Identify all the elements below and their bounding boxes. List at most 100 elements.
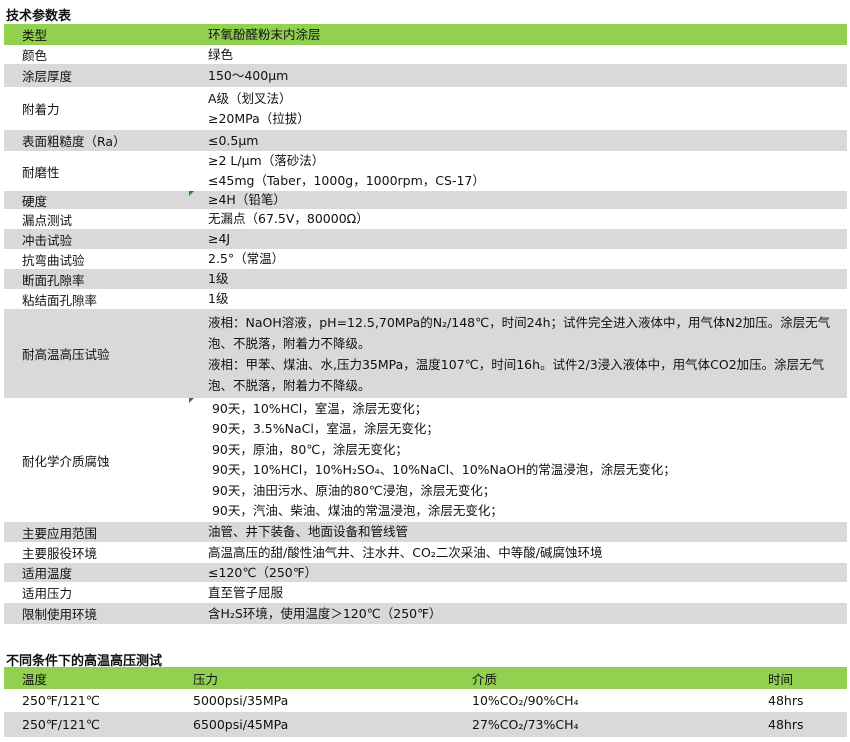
param-label: 附着力 xyxy=(22,102,60,117)
table-header-row: 温度 压力 介质 时间 xyxy=(4,667,847,689)
param-value: 150～400μm xyxy=(208,66,843,86)
param-value-line: ≥2 L/μm（落砂法） xyxy=(208,153,325,168)
param-row: 限制使用环境 含H₂S环境，使用温度＞120℃（250℉） xyxy=(4,603,847,624)
cell: 10%CO₂/90%CH₄ xyxy=(472,693,579,708)
cell: 温度 xyxy=(22,671,48,687)
param-row: 适用压力 直至管子屈服 xyxy=(4,582,847,603)
cell: 27%CO₂/73%CH₄ xyxy=(472,717,579,732)
param-row: 主要应用范围 油管、井下装备、地面设备和管线管 xyxy=(4,522,847,542)
param-value: ≥2 L/μm（落砂法） ≤45mg（Taber，1000g，1000rpm，CS… xyxy=(208,151,843,191)
param-label: 类型 xyxy=(22,28,48,43)
param-label: 漏点测试 xyxy=(22,212,73,228)
param-row: 断面孔隙率 1级 xyxy=(4,269,847,289)
param-value-line: ≥20MPa（拉拔） xyxy=(208,110,310,126)
param-value-line: 无漏点（67.5V，80000Ω） xyxy=(208,211,369,226)
param-value: 1级 xyxy=(208,289,843,309)
cell: 5000psi/35MPa xyxy=(193,693,289,708)
cell: 48hrs xyxy=(768,717,804,732)
param-label: 颜色 xyxy=(22,48,48,63)
param-label: 粘结面孔隙率 xyxy=(22,292,98,308)
param-label: 限制使用环境 xyxy=(22,607,98,622)
param-value: 直至管子屈服 xyxy=(208,583,843,603)
param-value: 含H₂S环境，使用温度＞120℃（250℉） xyxy=(208,604,843,624)
param-value-line: 1级 xyxy=(208,291,229,306)
param-value-line: 环氧酚醛粉末内涂层 xyxy=(208,26,321,42)
cell: 介质 xyxy=(472,671,498,687)
param-value-line: 90天，油田污水、原油的80℃浸泡，涂层无变化； xyxy=(208,482,496,498)
param-value-line: 90天，原油，80℃，涂层无变化； xyxy=(208,441,408,457)
param-value-line: 90天，10%HCl，室温，涂层无变化； xyxy=(208,400,428,416)
param-value: 无漏点（67.5V，80000Ω） xyxy=(208,209,843,229)
param-row: 冲击试验 ≥4J xyxy=(4,229,847,249)
param-value-line: ≥4J xyxy=(208,231,231,246)
cell: 250℉/121℃ xyxy=(22,693,100,708)
param-row: 附着力 A级（划叉法） ≥20MPa（拉拔） xyxy=(4,87,847,130)
param-row: 颜色 绿色 xyxy=(4,45,847,64)
param-value-line: 高温高压的甜/酸性油气井、注水井、CO₂二次采油、中等酸/碱腐蚀环境 xyxy=(208,544,603,560)
param-value-line: 1级 xyxy=(208,271,229,286)
param-label: 耐化学介质腐蚀 xyxy=(22,453,110,469)
param-value-line: 含H₂S环境，使用温度＞120℃（250℉） xyxy=(208,605,442,621)
param-value-line: 直至管子屈服 xyxy=(208,584,284,600)
param-label: 耐磨性 xyxy=(22,164,60,180)
param-row: 耐化学介质腐蚀 90天，10%HCl，室温，涂层无变化； 90天，3.5%NaC… xyxy=(4,398,847,522)
param-row: 硬度 ≥4H（铅笔） xyxy=(4,191,847,209)
param-value: 高温高压的甜/酸性油气井、注水井、CO₂二次采油、中等酸/碱腐蚀环境 xyxy=(208,543,843,563)
param-row: 主要服役环境 高温高压的甜/酸性油气井、注水井、CO₂二次采油、中等酸/碱腐蚀环境 xyxy=(4,542,847,563)
cell: 48hrs xyxy=(768,693,804,708)
param-row: 耐高温高压试验 液相：NaOH溶液，pH=12.5,70MPa的N₂/148℃，时… xyxy=(4,309,847,398)
param-row: 类型 环氧酚醛粉末内涂层 xyxy=(4,24,847,45)
table-row: 250℉/121℃ 6500psi/45MPa 27%CO₂/73%CH₄ 48hrs xyxy=(4,712,847,737)
param-row: 涂层厚度 150～400μm xyxy=(4,64,847,87)
param-label: 适用压力 xyxy=(22,586,73,601)
param-row: 粘结面孔隙率 1级 xyxy=(4,289,847,309)
param-label: 耐高温高压试验 xyxy=(22,347,110,362)
cell: 压力 xyxy=(193,671,219,687)
param-label: 断面孔隙率 xyxy=(22,272,85,288)
section-title-tech-params: 技术参数表 xyxy=(6,9,72,24)
param-value: ≤0.5μm xyxy=(208,131,843,151)
section-title-hpht: 不同条件下的高温高压测试 xyxy=(6,654,163,669)
table-row: 250℉/121℃ 5000psi/35MPa 10%CO₂/90%CH₄ 48hrs xyxy=(4,689,847,712)
param-value: 绿色 xyxy=(208,45,843,65)
tech-params-table: 类型 环氧酚醛粉末内涂层颜色 绿色涂层厚度 150～400μm 附着力 A级（划叉法） ≥2… xyxy=(4,24,847,624)
param-value: 液相：NaOH溶液，pH=12.5,70MPa的N₂/148℃，时间24h；试件… xyxy=(208,312,843,396)
param-label: 表面粗糙度（Ra） xyxy=(22,134,126,149)
param-row: 漏点测试 无漏点（67.5V，80000Ω） xyxy=(4,209,847,229)
param-row: 表面粗糙度（Ra） ≤0.5μm xyxy=(4,130,847,151)
param-value-line: ≥4H（铅笔） xyxy=(208,192,286,207)
param-value-line: 液相：NaOH溶液，pH=12.5,70MPa的N₂/148℃，时间24h；试件… xyxy=(208,314,831,351)
param-row: 适用温度 ≤120℃（250℉） xyxy=(4,563,847,582)
param-value: ≥4H（铅笔） xyxy=(208,190,843,210)
param-label: 抗弯曲试验 xyxy=(22,252,85,268)
comment-marker-icon xyxy=(189,191,194,196)
param-value: 1级 xyxy=(208,269,843,289)
param-label: 主要应用范围 xyxy=(22,525,98,541)
param-label: 硬度 xyxy=(22,193,48,209)
param-label: 冲击试验 xyxy=(22,232,73,248)
hpht-test-table: 温度 压力 介质 时间 250℉/121℃ 5000psi/35MPa 10%CO₂/90%… xyxy=(4,667,847,737)
param-value: 油管、井下装备、地面设备和管线管 xyxy=(208,522,843,542)
param-value-line: 液相：甲苯、煤油、水,压力35MPa，温度107℃，时间16h。试件2/3浸入液… xyxy=(208,356,825,393)
param-value-line: 90天，10%HCl，10%H₂SO₄、10%NaCl、10%NaOH的常温浸泡… xyxy=(208,462,676,477)
param-value-line: ≤0.5μm xyxy=(208,132,259,148)
param-value: 90天，10%HCl，室温，涂层无变化； 90天，3.5%NaCl，室温，涂层无… xyxy=(208,399,843,522)
cell: 时间 xyxy=(768,671,794,687)
param-row: 抗弯曲试验 2.5°（常温） xyxy=(4,249,847,269)
param-value-line: 150～400μm xyxy=(208,67,289,83)
param-value-line: 油管、井下装备、地面设备和管线管 xyxy=(208,524,409,539)
param-row: 耐磨性 ≥2 L/μm（落砂法） ≤45mg（Taber，1000g，1000rpm… xyxy=(4,151,847,191)
param-value-line: 2.5°（常温） xyxy=(208,251,285,266)
param-value: 环氧酚醛粉末内涂层 xyxy=(208,25,843,45)
param-value: ≤120℃（250℉） xyxy=(208,563,843,583)
param-value: ≥4J xyxy=(208,229,843,249)
param-value-line: 90天，3.5%NaCl，室温，涂层无变化； xyxy=(208,421,439,436)
param-label: 适用温度 xyxy=(22,566,73,581)
param-value: 2.5°（常温） xyxy=(208,249,843,269)
cell: 6500psi/45MPa xyxy=(193,717,289,732)
param-label: 主要服役环境 xyxy=(22,546,98,561)
param-value-line: A级（划叉法） xyxy=(208,90,292,106)
cell: 250℉/121℃ xyxy=(22,717,100,732)
param-label: 涂层厚度 xyxy=(22,69,73,84)
comment-marker-icon xyxy=(189,398,194,403)
